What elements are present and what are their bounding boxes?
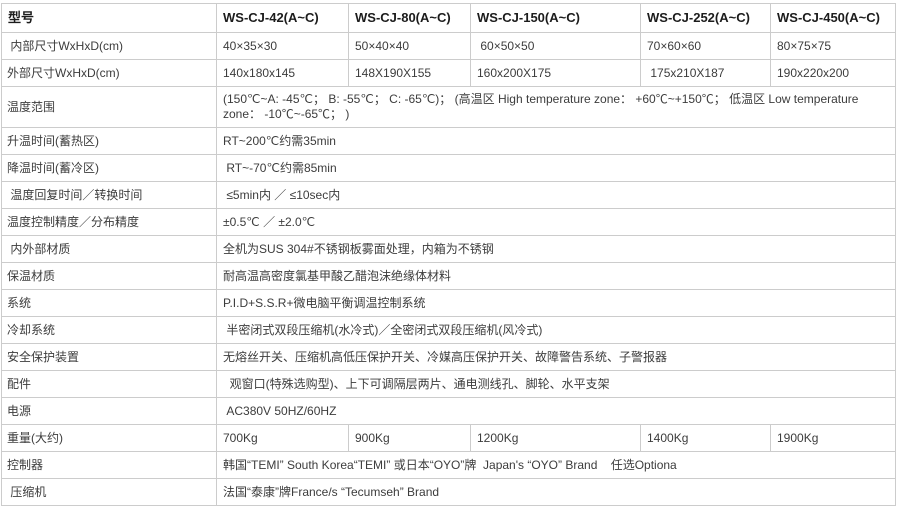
value-cell: 60×50×50 [470,32,641,60]
value-cell: 70×60×60 [640,32,771,60]
row-label-cell: 电源 [1,397,217,425]
value-cell: 1400Kg [640,424,771,452]
value-cell: 1200Kg [470,424,641,452]
header-model-cell: WS-CJ-150(A~C) [470,3,641,33]
value-cell: 160x200X175 [470,59,641,87]
row-label-cell: 内外部材质 [1,235,217,263]
table-row: 配件 观窗口(特殊选购型)、上下可调隔层两片、通电测线孔、脚轮、水平支架 [1,370,896,398]
value-cell: 700Kg [216,424,349,452]
row-label-cell: 保温材质 [1,262,217,290]
table-row: 电源 AC380V 50HZ/60HZ [1,397,896,425]
merged-value-cell: 耐高温高密度氯基甲酸乙醋泡沫绝缘体材料 [216,262,896,290]
merged-value-cell: 无熔丝开关、压缩机高低压保护开关、冷媒高压保护开关、故障警告系统、子警报器 [216,343,896,371]
spec-table: 型号 WS-CJ-42(A~C) WS-CJ-80(A~C) WS-CJ-150(A~… [1,3,896,506]
table-row: 系统 P.I.D+S.S.R+微电脑平衡调温控制系统 [1,289,896,317]
table-row: 降温时间(蓄冷区) RT~-70℃约需85min [1,154,896,182]
table-row: 升温时间(蓄热区) RT~200℃约需35min [1,127,896,155]
table-row: 压缩机 法国“泰康”牌France/s “Tecumseh” Brand [1,478,896,506]
header-model-cell: WS-CJ-80(A~C) [348,3,471,33]
value-cell: 80×75×75 [770,32,896,60]
merged-value-cell: 半密闭式双段压缩机(水冷式)／全密闭式双段压缩机(风冷式) [216,316,896,344]
table-row: 外部尺寸WxHxD(cm) 140x180x145 148X190X155 160x2… [1,59,896,87]
merged-value-cell: RT~200℃约需35min [216,127,896,155]
merged-value-cell: 全机为SUS 304#不锈钢板雾面处理，内箱为不锈钢 [216,235,896,263]
table-row: 控制器 韩国“TEMI” South Korea“TEMI” 或日本“OYO”牌 … [1,451,896,479]
row-label-cell: 外部尺寸WxHxD(cm) [1,59,217,87]
row-label-cell: 配件 [1,370,217,398]
row-label-cell: 控制器 [1,451,217,479]
header-label-cell: 型号 [1,3,217,33]
value-cell: 900Kg [348,424,471,452]
row-label-cell: 降温时间(蓄冷区) [1,154,217,182]
table-row: 重量(大约) 700Kg 900Kg 1200Kg 1400Kg 1900Kg [1,424,896,452]
merged-value-cell: AC380V 50HZ/60HZ [216,397,896,425]
row-label-cell: 内部尺寸WxHxD(cm) [1,32,217,60]
table-row: 安全保护装置 无熔丝开关、压缩机高低压保护开关、冷媒高压保护开关、故障警告系统、子… [1,343,896,371]
table-row: 保温材质 耐高温高密度氯基甲酸乙醋泡沫绝缘体材料 [1,262,896,290]
value-cell: 175x210X187 [640,59,771,87]
table-row: 温度控制精度／分布精度 ±0.5℃ ／ ±2.0℃ [1,208,896,236]
merged-value-cell: P.I.D+S.S.R+微电脑平衡调温控制系统 [216,289,896,317]
row-label-cell: 温度回复时间／转换时间 [1,181,217,209]
header-row: 型号 WS-CJ-42(A~C) WS-CJ-80(A~C) WS-CJ-150(A~… [1,3,896,33]
spec-table-body: 型号 WS-CJ-42(A~C) WS-CJ-80(A~C) WS-CJ-150(A~… [1,3,896,506]
row-label-cell: 系统 [1,289,217,317]
merged-value-cell: ±0.5℃ ／ ±2.0℃ [216,208,896,236]
value-cell: 190x220x200 [770,59,896,87]
merged-value-cell: (150℃~A: -45℃； B: -55℃； C: -65℃)； (高温区 H… [216,86,896,128]
table-row: 温度回复时间／转换时间 ≤5min内 ／ ≤10sec内 [1,181,896,209]
row-label-cell: 重量(大约) [1,424,217,452]
merged-value-cell: ≤5min内 ／ ≤10sec内 [216,181,896,209]
merged-value-cell: RT~-70℃约需85min [216,154,896,182]
row-label-cell: 升温时间(蓄热区) [1,127,217,155]
header-model-cell: WS-CJ-42(A~C) [216,3,349,33]
row-label-cell: 安全保护装置 [1,343,217,371]
table-row: 内外部材质 全机为SUS 304#不锈钢板雾面处理，内箱为不锈钢 [1,235,896,263]
merged-value-cell: 观窗口(特殊选购型)、上下可调隔层两片、通电测线孔、脚轮、水平支架 [216,370,896,398]
table-row: 内部尺寸WxHxD(cm) 40×35×30 50×40×40 60×50×50 70… [1,32,896,60]
value-cell: 148X190X155 [348,59,471,87]
value-cell: 50×40×40 [348,32,471,60]
header-model-cell: WS-CJ-252(A~C) [640,3,771,33]
table-row: 冷却系统 半密闭式双段压缩机(水冷式)／全密闭式双段压缩机(风冷式) [1,316,896,344]
table-row: 温度范围 (150℃~A: -45℃； B: -55℃； C: -65℃)； (高… [1,86,896,128]
merged-value-cell: 韩国“TEMI” South Korea“TEMI” 或日本“OYO”牌 Jap… [216,451,896,479]
row-label-cell: 温度范围 [1,86,217,128]
value-cell: 140x180x145 [216,59,349,87]
merged-value-cell: 法国“泰康”牌France/s “Tecumseh” Brand [216,478,896,506]
header-model-cell: WS-CJ-450(A~C) [770,3,896,33]
row-label-cell: 温度控制精度／分布精度 [1,208,217,236]
value-cell: 1900Kg [770,424,896,452]
row-label-cell: 冷却系统 [1,316,217,344]
row-label-cell: 压缩机 [1,478,217,506]
value-cell: 40×35×30 [216,32,349,60]
